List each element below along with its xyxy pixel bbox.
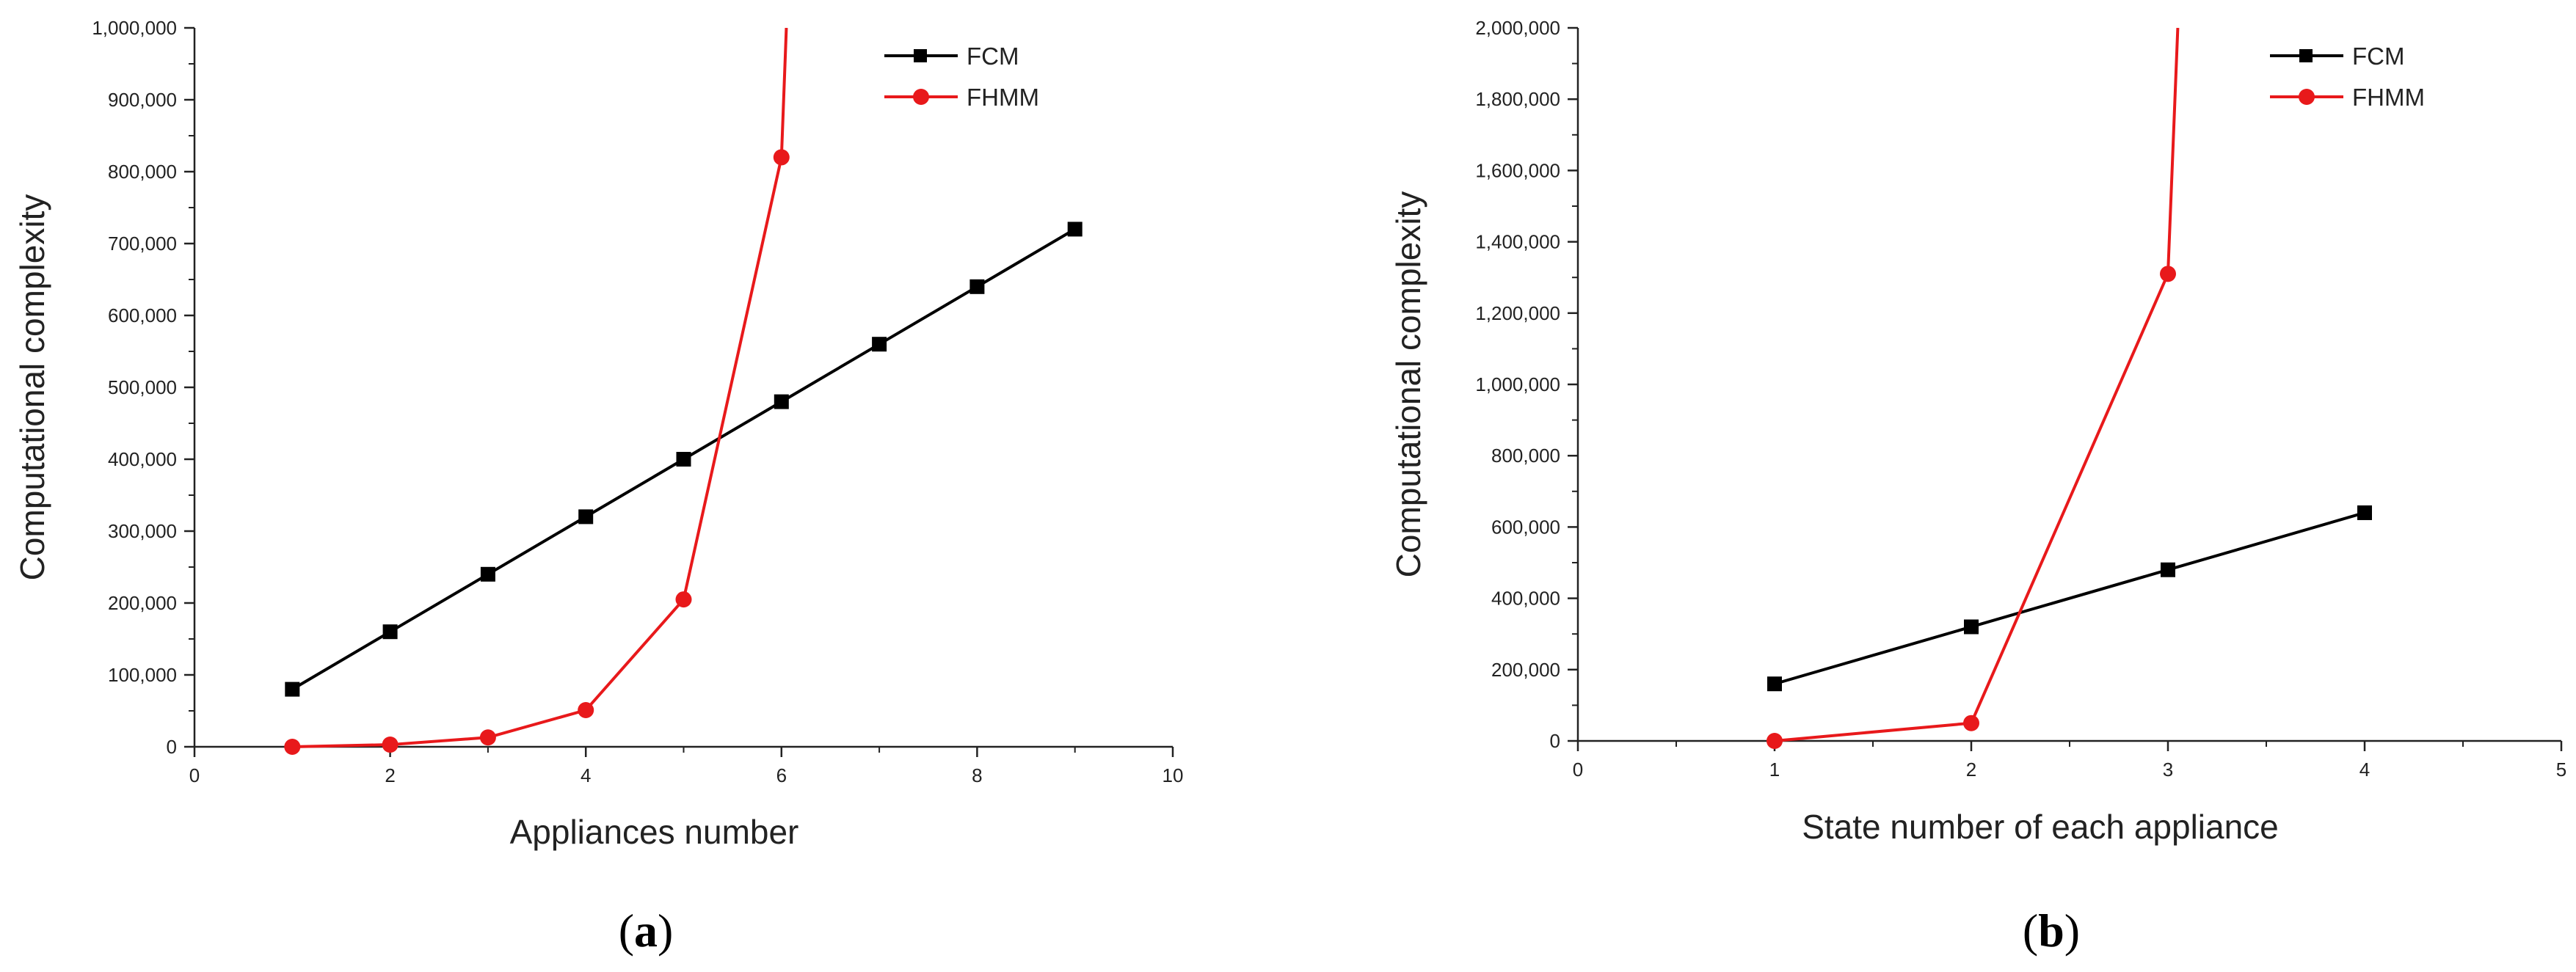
y-tick-label: 100,000 [108, 664, 177, 686]
data-point-fcm [872, 337, 887, 352]
x-tick-label: 10 [1163, 764, 1184, 786]
y-tick-label: 900,000 [108, 89, 177, 111]
y-tick-label: 800,000 [1491, 445, 1560, 467]
data-point-fhmm [1963, 715, 1979, 731]
data-point-fhmm [382, 737, 399, 753]
y-tick-label: 1,800,000 [1475, 88, 1560, 110]
y-tick-label: 2,000,000 [1475, 17, 1560, 39]
y-tick-label: 1,000,000 [92, 17, 177, 39]
data-point-fcm [1067, 222, 1083, 237]
data-point-fcm [1767, 676, 1782, 692]
x-tick-label: 5 [2556, 759, 2566, 781]
y-tick-label: 200,000 [1491, 659, 1560, 681]
x-tick-label: 4 [2359, 759, 2370, 781]
series-line-fhmm [292, 28, 788, 748]
x-tick-label: 3 [2163, 759, 2173, 781]
x-tick-label: 4 [581, 764, 591, 786]
x-tick-label: 6 [776, 764, 787, 786]
x-tick-label: 2 [385, 764, 395, 786]
data-point-fhmm [1767, 733, 1783, 749]
x-tick-label: 2 [1966, 759, 1976, 781]
y-tick-label: 1,400,000 [1475, 231, 1560, 253]
series-line-fhmm [1774, 28, 2180, 742]
data-point-fcm [1964, 619, 1979, 635]
data-point-fcm [578, 509, 594, 525]
legend-marker-fcm [914, 49, 927, 62]
x-tick-label: 1 [1769, 759, 1780, 781]
chart-panel-b: 0 200,000 400,000 600,000 800,000 1,000,000 1,… [1389, 17, 2566, 957]
y-tick-label: 1,000,000 [1475, 373, 1560, 395]
x-tick-label: 0 [189, 764, 200, 786]
series-line-fcm [1774, 511, 2365, 686]
x-axis-title: State number of each appliance [1802, 808, 2279, 846]
legend-label-fhmm: FHMM [2352, 84, 2425, 111]
legend-label-fcm: FCM [2352, 43, 2404, 70]
y-tick-label: 300,000 [108, 520, 177, 542]
x-tick-label: 0 [1573, 759, 1583, 781]
y-tick-label: 400,000 [1491, 588, 1560, 610]
legend-marker-fhmm [913, 89, 929, 105]
data-point-fhmm [2160, 266, 2176, 282]
y-tick-label: 0 [167, 736, 177, 758]
data-point-fhmm [773, 149, 790, 166]
y-tick-label: 1,600,000 [1475, 159, 1560, 181]
data-point-fcm [969, 279, 985, 294]
y-tick-label: 700,000 [108, 233, 177, 255]
legend-marker-fhmm [2299, 89, 2315, 105]
y-tick-label: 400,000 [108, 448, 177, 470]
x-tick-label: 8 [972, 764, 982, 786]
y-axis-title: Computational complexity [13, 194, 51, 581]
panel-label: (a) [619, 905, 674, 957]
y-tick-label: 200,000 [108, 592, 177, 614]
y-tick-label: 800,000 [108, 161, 177, 183]
y-tick-label: 500,000 [108, 376, 177, 398]
y-tick-label: 1,200,000 [1475, 302, 1560, 324]
data-point-fhmm [675, 591, 692, 608]
data-point-fhmm [578, 702, 594, 719]
data-point-fcm [2161, 562, 2175, 577]
panel-label: (b) [2023, 905, 2080, 957]
data-point-fcm [382, 624, 398, 640]
data-point-fhmm [284, 739, 301, 755]
legend-marker-fcm [2299, 49, 2313, 62]
data-point-fcm [676, 452, 691, 467]
y-tick-label: 600,000 [108, 304, 177, 326]
data-point-fcm [285, 682, 300, 697]
y-tick-label: 0 [1550, 730, 1560, 752]
legend-label-fhmm: FHMM [967, 84, 1039, 111]
y-tick-label: 600,000 [1491, 516, 1560, 538]
data-point-fcm [2357, 505, 2372, 520]
y-axis-title: Computational complexity [1389, 191, 1427, 578]
chart-panel-a: 0 100,000 200,000 300,000 400,000 500,000 600,… [13, 17, 1183, 957]
data-point-fcm [774, 394, 789, 409]
data-point-fhmm [479, 729, 496, 746]
x-axis-title: Appliances number [510, 813, 799, 851]
legend-label-fcm: FCM [967, 43, 1019, 70]
data-point-fcm [480, 566, 495, 582]
